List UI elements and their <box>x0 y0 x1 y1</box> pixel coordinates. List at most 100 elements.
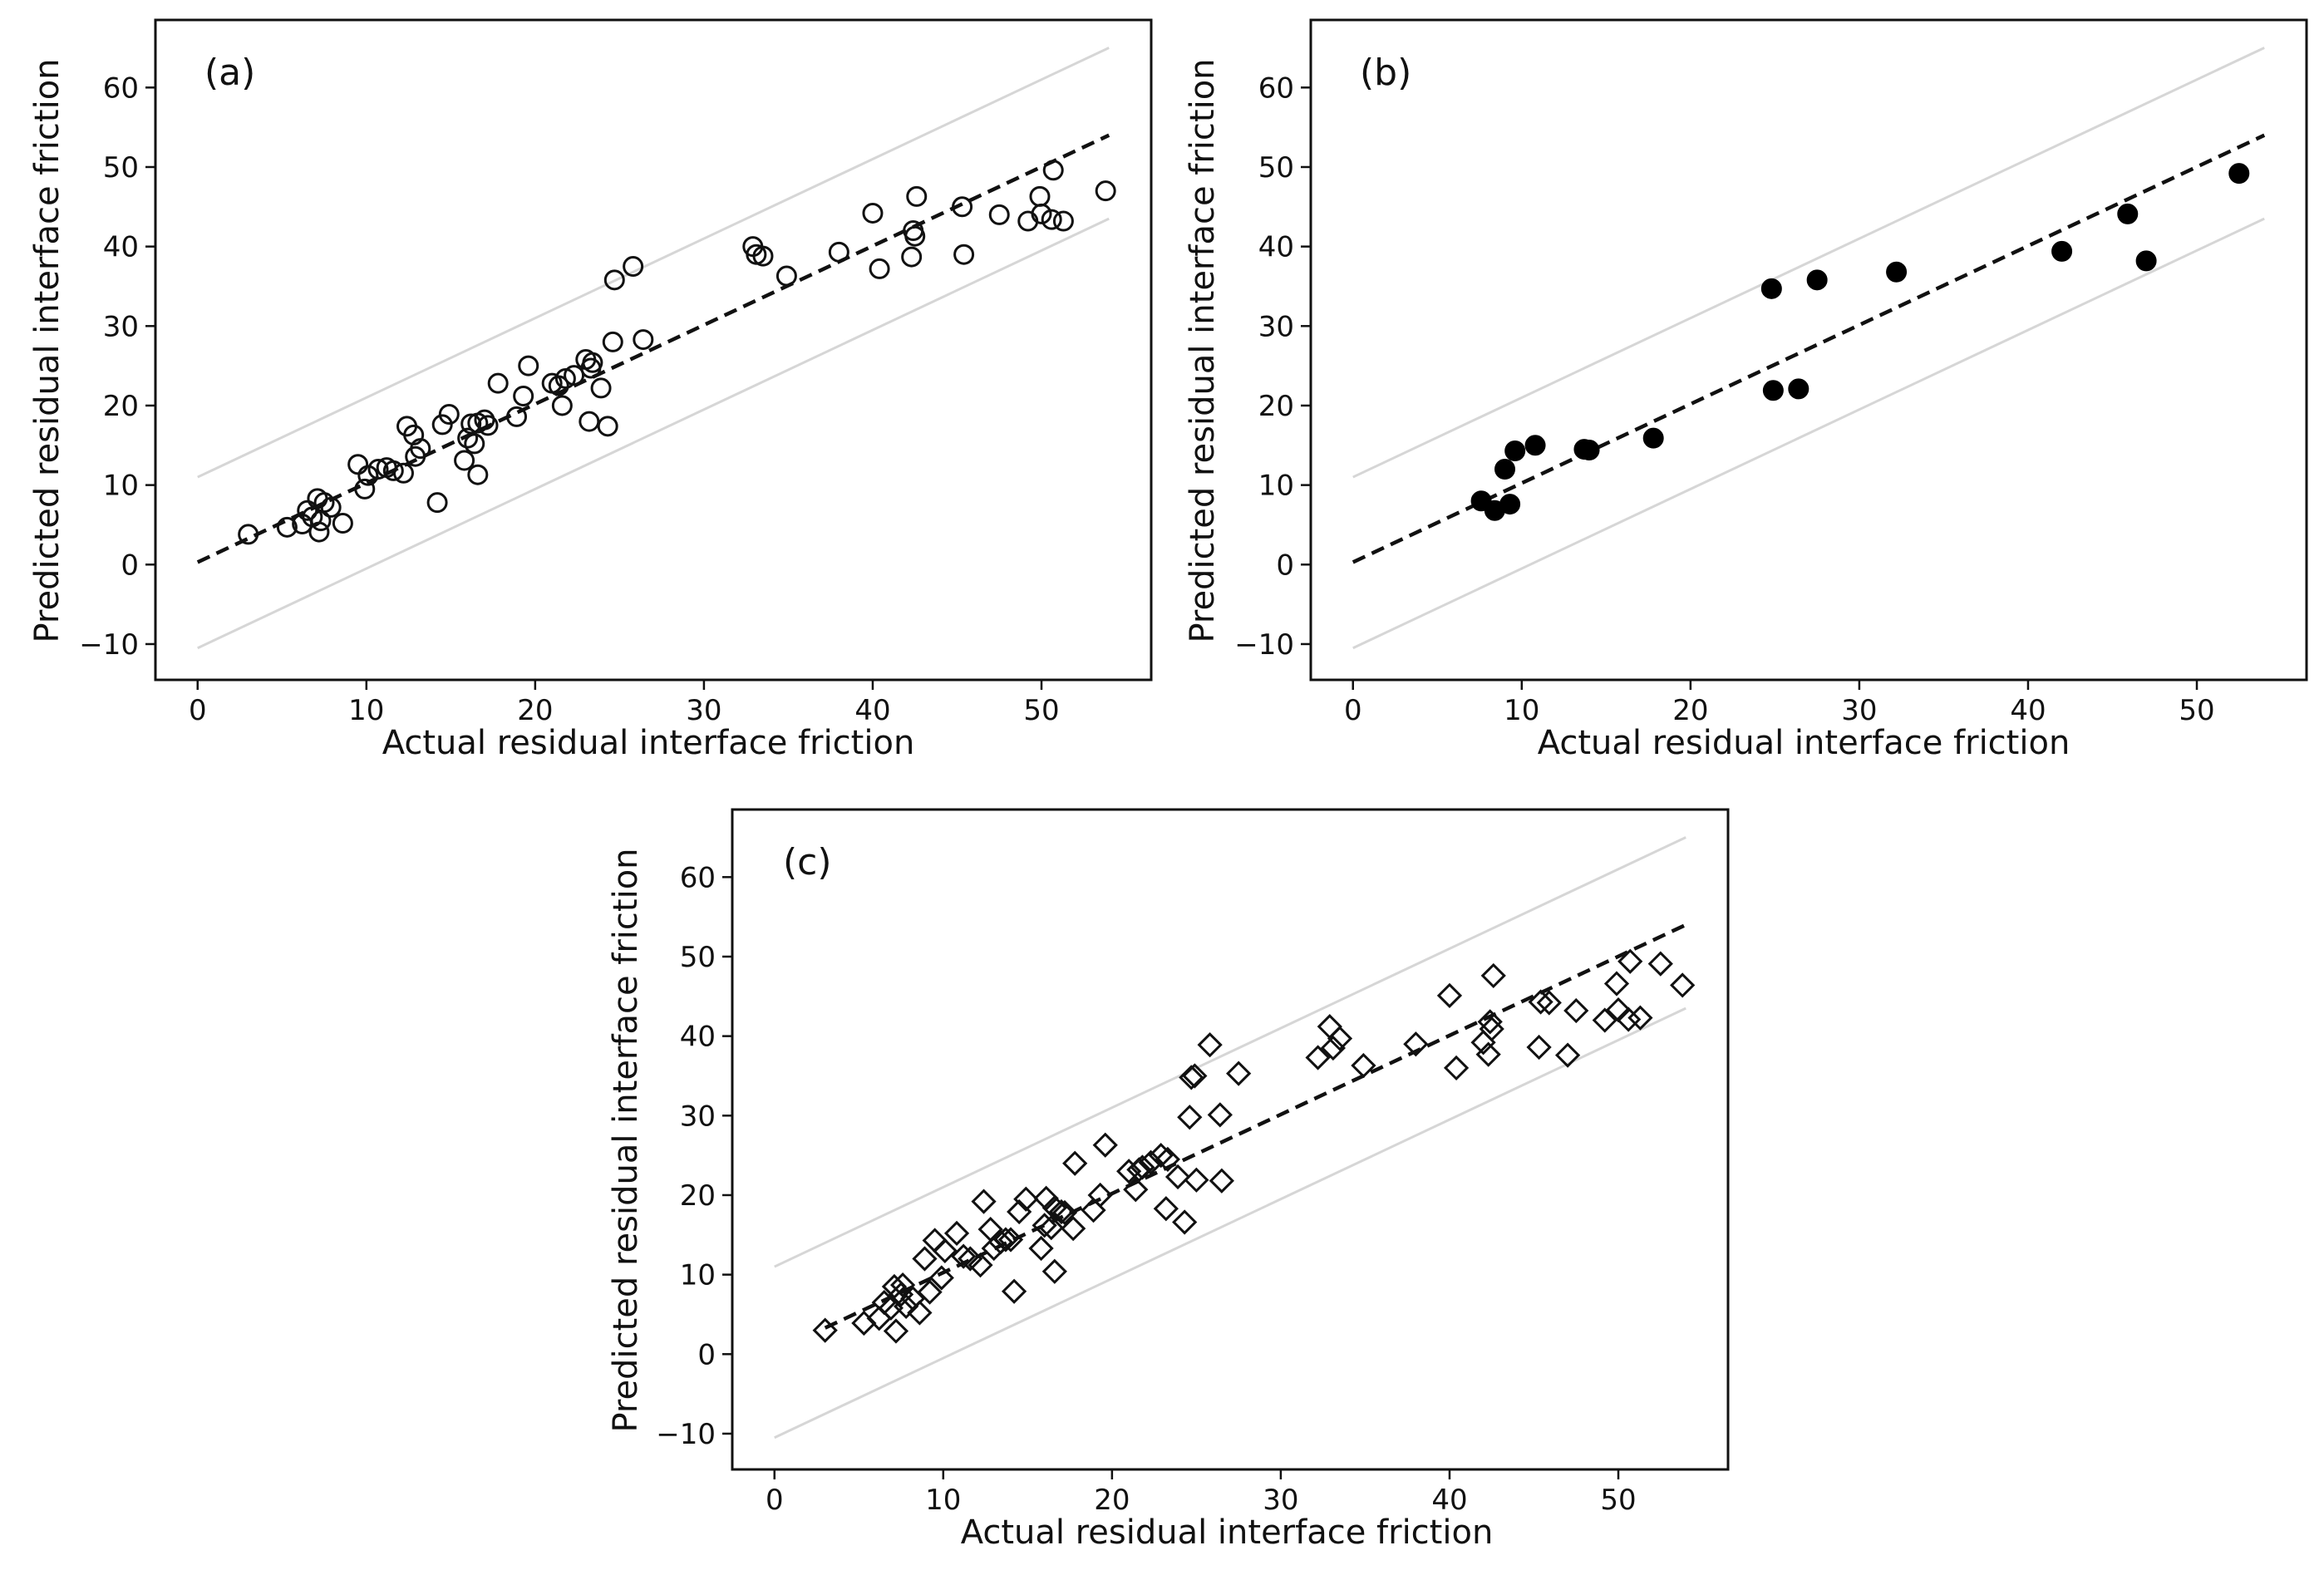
data-point-a-37 <box>518 355 539 377</box>
data-point-c-68 <box>1436 982 1463 1008</box>
data-point-a-58 <box>862 202 884 224</box>
data-point-a-23 <box>426 492 448 514</box>
plot-frame-c <box>731 808 1730 1471</box>
data-point-c-38 <box>1051 1199 1078 1226</box>
data-point-c-27 <box>997 1227 1024 1253</box>
y-tick-label-a-0: 0 <box>121 549 139 582</box>
data-point-c-78 <box>1554 1042 1581 1068</box>
data-point-a-33 <box>477 415 499 436</box>
data-point-a-65 <box>953 244 975 265</box>
data-point-a-70 <box>1041 209 1062 230</box>
bound-line-a-1 <box>197 47 1110 479</box>
y-tick-label-b-40: 40 <box>1258 231 1294 264</box>
data-point-a-59 <box>869 258 890 279</box>
x-axis-title-c: Actual residual interface friction <box>961 1513 1494 1552</box>
x-tick-label-b-40: 40 <box>2010 694 2046 727</box>
data-point-c-85 <box>1627 1005 1653 1031</box>
data-point-c-54 <box>1177 1105 1203 1130</box>
bound-line-c-2 <box>774 1006 1686 1440</box>
data-point-a-72 <box>1052 210 1074 232</box>
data-point-a-63 <box>906 185 928 207</box>
data-point-c-51 <box>1155 1146 1180 1173</box>
data-point-c-43 <box>1092 1132 1118 1158</box>
data-point-c-9 <box>889 1272 916 1298</box>
data-point-b-3 <box>1494 458 1516 480</box>
data-point-b-17 <box>2135 250 2157 272</box>
plot-frame-a <box>154 18 1153 682</box>
data-point-a-4 <box>297 500 318 521</box>
panel-a: (a) Actual residual interface friction P… <box>28 18 1153 762</box>
y-tick-label-a-60: 60 <box>103 71 139 105</box>
data-point-c-39 <box>1061 1216 1086 1242</box>
data-point-a-49 <box>602 331 623 352</box>
data-point-c-40 <box>1062 1150 1088 1176</box>
data-point-c-69 <box>1443 1055 1470 1081</box>
data-point-a-26 <box>454 450 475 471</box>
y-tick-label-b-10: 10 <box>1258 470 1294 503</box>
data-point-a-27 <box>457 427 479 449</box>
data-point-c-18 <box>943 1220 970 1247</box>
data-point-c-56 <box>1182 1063 1208 1089</box>
data-point-c-20 <box>958 1246 983 1272</box>
data-point-a-56 <box>775 265 797 287</box>
data-point-c-13 <box>912 1246 938 1272</box>
data-point-a-55 <box>752 245 774 267</box>
fit-line-a <box>196 133 1110 564</box>
data-point-c-35 <box>1041 1258 1067 1284</box>
data-point-a-66 <box>988 204 1010 225</box>
x-tick-label-a-20: 20 <box>517 694 553 727</box>
x-tick-label-c-0: 0 <box>766 1484 784 1517</box>
y-tick-label-c-60: 60 <box>680 861 716 894</box>
x-tick-label-b-50: 50 <box>2179 694 2214 727</box>
data-point-b-5 <box>1504 440 1526 461</box>
data-point-c-32 <box>1032 1213 1057 1238</box>
y-tick-label-c-30: 30 <box>680 1100 716 1133</box>
y-tick-label-a-30: 30 <box>103 310 139 343</box>
data-point-c-44 <box>1116 1159 1142 1184</box>
data-point-a-9 <box>310 510 332 532</box>
data-point-b-10 <box>1760 278 1782 299</box>
x-tick-label-c-20: 20 <box>1094 1484 1130 1517</box>
data-point-a-14 <box>357 465 379 486</box>
data-point-b-15 <box>2051 240 2073 262</box>
data-point-a-71 <box>1042 160 1064 181</box>
panel-label-b: (b) <box>1360 52 1411 94</box>
y-tick-label-b-30: 30 <box>1258 310 1294 343</box>
y-axis-title-c: Predicted residual interface friction <box>607 848 645 1432</box>
x-tick-label-a-40: 40 <box>854 694 890 727</box>
data-point-c-61 <box>1226 1061 1252 1086</box>
x-tick-label-a-0: 0 <box>189 694 207 727</box>
data-point-c-52 <box>1164 1164 1191 1190</box>
data-point-a-7 <box>308 521 330 543</box>
panel-c: (c) Actual residual interface friction P… <box>607 808 1730 1552</box>
x-tick-label-c-40: 40 <box>1431 1484 1467 1517</box>
data-point-c-71 <box>1475 1041 1501 1067</box>
data-point-c-7 <box>883 1318 909 1344</box>
data-point-c-42 <box>1087 1182 1113 1208</box>
fit-line-b <box>1352 133 2266 564</box>
x-tick-label-a-10: 10 <box>348 694 384 727</box>
data-point-c-58 <box>1197 1032 1223 1058</box>
data-point-a-62 <box>904 225 926 247</box>
data-point-c-76 <box>1528 989 1553 1015</box>
bound-line-b-1 <box>1352 47 2265 479</box>
data-point-b-18 <box>2228 163 2250 185</box>
data-point-b-4 <box>1499 494 1521 515</box>
data-point-c-87 <box>1670 972 1696 998</box>
y-tick-label-c--10: −10 <box>656 1418 716 1451</box>
data-point-a-10 <box>320 496 342 518</box>
data-point-a-64 <box>952 196 973 218</box>
data-point-a-47 <box>590 377 612 399</box>
data-point-b-6 <box>1524 435 1546 456</box>
data-point-c-28 <box>1001 1278 1027 1304</box>
data-point-a-39 <box>548 375 569 396</box>
x-tick-label-a-30: 30 <box>686 694 721 727</box>
data-point-a-11 <box>332 513 353 534</box>
data-point-c-37 <box>1048 1198 1075 1225</box>
panel-b: (b) Actual residual interface friction P… <box>1184 18 2308 762</box>
data-point-a-34 <box>487 372 509 394</box>
data-point-c-12 <box>907 1300 933 1326</box>
data-point-a-44 <box>579 411 600 432</box>
data-point-c-17 <box>932 1238 958 1264</box>
